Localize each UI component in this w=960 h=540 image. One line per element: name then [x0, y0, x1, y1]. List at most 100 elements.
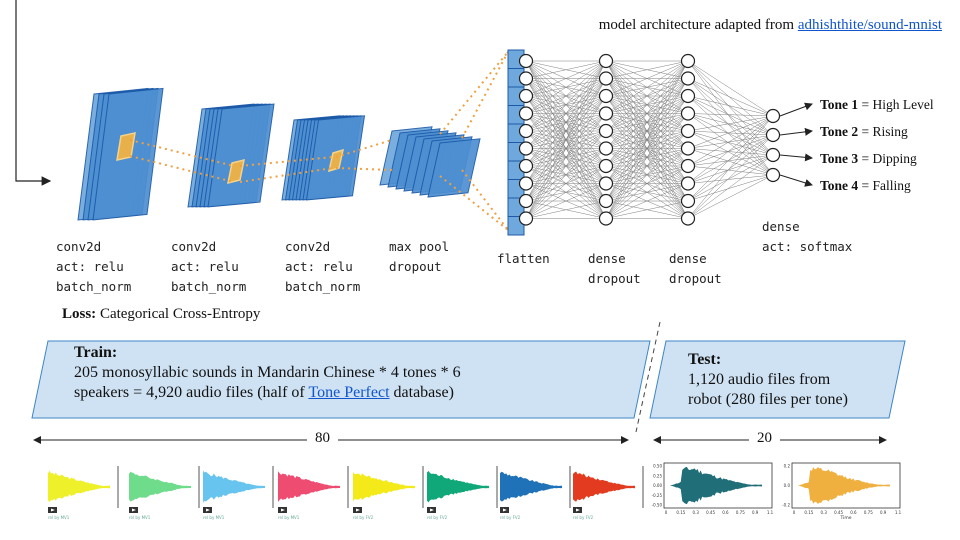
neuron	[598, 141, 614, 156]
dense-edge	[687, 78, 774, 136]
neuron	[598, 193, 614, 209]
dense-edge	[525, 60, 607, 132]
neuron	[518, 211, 534, 226]
connector-line	[461, 169, 509, 231]
dense-edge	[687, 174, 774, 219]
output-arrow	[779, 102, 813, 117]
x-tick-label: 0.9	[880, 510, 887, 515]
neuron	[518, 123, 534, 139]
waveform-thumbnail: rel by MV1	[48, 466, 119, 520]
dense-edge	[687, 78, 774, 176]
output-arrows	[779, 102, 813, 187]
connector-line	[439, 175, 509, 231]
dense-edge	[605, 183, 689, 219]
dense-edge	[687, 95, 774, 136]
dense-edge	[605, 60, 689, 202]
train-line2: speakers = 4,920 audio files (half of To…	[74, 384, 454, 401]
test-line1: 1,120 audio files from	[688, 371, 831, 388]
x-tick-label: 0.45	[706, 510, 715, 515]
test-percent: 20	[749, 430, 780, 447]
layer-label-maxpool: max pool dropout	[389, 239, 450, 274]
dense-edge	[525, 60, 607, 79]
dense-edge	[525, 60, 607, 114]
dense-edge	[687, 154, 774, 184]
neuron	[518, 141, 534, 156]
receptive-field-connectors	[129, 51, 509, 231]
dense-edge	[525, 60, 607, 97]
tone-perfect-link[interactable]: Tone Perfect	[308, 384, 390, 401]
test-plots: 0.500.250.00-0.25-0.500 0.15 0.3 0.45 0.6 0.7…	[652, 462, 902, 521]
waveform-shape	[278, 471, 340, 503]
test-waveform-shape	[670, 466, 762, 505]
dense-edge	[605, 60, 689, 219]
dense-edge	[687, 113, 774, 117]
y-tick-label: -0.2	[782, 503, 790, 508]
x-tick-label: 0.6	[722, 510, 729, 515]
connector-line	[439, 51, 509, 135]
dense-edge	[687, 130, 774, 176]
dense-edge	[605, 60, 689, 97]
dense-edge	[687, 115, 774, 149]
x-tick-label: 0.3	[821, 510, 828, 515]
dense-edge	[525, 60, 607, 202]
output-label-tone1: Tone 1 = High Level	[820, 97, 934, 112]
dense-edge	[605, 60, 689, 167]
dense-edge	[525, 130, 607, 219]
dense-edge	[687, 174, 774, 184]
output-label-tone3: Tone 3 = Dipping	[820, 151, 917, 166]
x-tick-label: 1.1	[767, 510, 774, 515]
input-arrow	[15, 0, 52, 186]
x-tick-label: 0.15	[676, 510, 685, 515]
dense-edge	[687, 78, 774, 117]
dense-edge	[605, 148, 689, 219]
neuron	[598, 158, 614, 174]
dense-edge	[687, 148, 774, 176]
dense-edge	[525, 95, 607, 219]
waveform-thumbnail: rel by MV1	[129, 466, 200, 520]
neuron	[598, 71, 614, 86]
neuron	[598, 211, 614, 226]
dense-edge	[525, 148, 607, 219]
test-panel	[649, 340, 906, 419]
dense-edge	[605, 200, 689, 219]
waveform-shape	[500, 471, 562, 502]
dense-edge	[687, 113, 774, 176]
receptive-field-patch	[327, 148, 345, 173]
waveform-thumbnail: rel by FV2	[353, 466, 424, 520]
neuron	[518, 176, 534, 191]
waveform-caption: rel by MV1	[48, 515, 70, 520]
neuron	[598, 123, 614, 139]
attribution-link[interactable]: adhishthite/sound-mnist	[797, 17, 942, 33]
dense-edge	[687, 154, 774, 202]
neuron	[518, 106, 534, 121]
dense-edge	[525, 60, 607, 219]
dense-edge	[525, 183, 607, 219]
maxpool-stack	[379, 126, 481, 198]
train-percent: 80	[307, 430, 338, 447]
split-divider	[635, 321, 661, 433]
neuron	[680, 123, 696, 139]
play-icon-glyph	[356, 508, 360, 512]
dense-edge	[605, 113, 689, 219]
neuron	[680, 106, 696, 121]
waveform-shape	[573, 471, 635, 502]
dense-edge	[687, 113, 774, 156]
dense-edge	[525, 60, 607, 184]
y-tick-label: 0.0	[784, 483, 791, 488]
dense-edge	[687, 95, 774, 156]
output-label-tone2: Tone 2 = Rising	[820, 124, 908, 139]
x-axis-label: Time	[839, 515, 851, 521]
dense-edge	[687, 60, 774, 136]
neuron	[518, 193, 534, 209]
conv3-stack	[281, 115, 366, 201]
waveform-caption: rel by FV2	[500, 515, 521, 520]
output-label-tone4: Tone 4 = Falling	[820, 178, 911, 193]
y-tick-label: 0.00	[653, 483, 662, 488]
dense-edge	[687, 113, 774, 136]
train-description: Train: 205 monosyllabic sounds in Mandar…	[74, 343, 461, 403]
x-tick-label: 0	[665, 510, 668, 515]
layer-label-conv1: conv2d act: relu batch_norm	[56, 239, 132, 294]
dense-edge	[687, 60, 774, 176]
waveform-thumbnail: rel by FV2	[427, 466, 498, 520]
